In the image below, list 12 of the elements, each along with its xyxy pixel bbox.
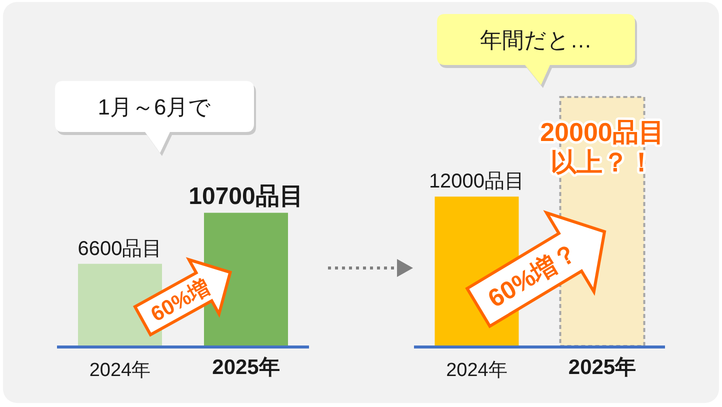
x-tick-label: 2025年 [212, 356, 280, 379]
x-tick-label: 2024年 [446, 360, 508, 381]
data-label: 6600品目 [78, 238, 162, 260]
x-tick-label: 2024年 [89, 360, 151, 381]
data-label: 12000品目 [428, 170, 525, 193]
data-label: 10700品目 [188, 182, 304, 210]
chart-title: 1月～6月で [98, 94, 212, 120]
annotation: 60%増？ [482, 236, 584, 314]
chart-title: 年間だと… [480, 28, 592, 52]
data-label: 20000品目以上？！ [540, 117, 664, 177]
annotation: 60%増 [146, 274, 214, 326]
x-tick-label: 2025年 [568, 356, 636, 379]
